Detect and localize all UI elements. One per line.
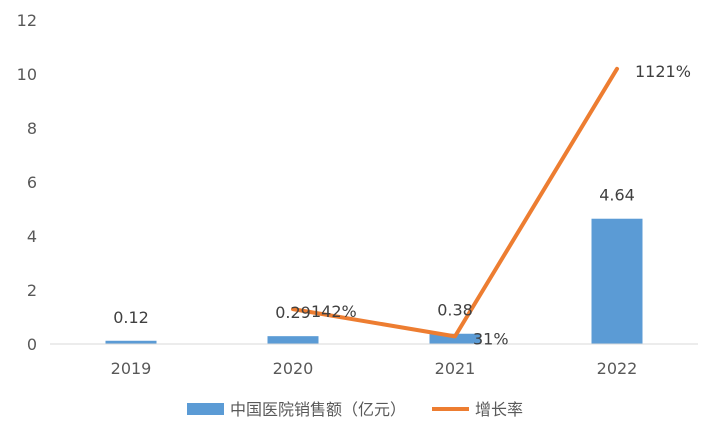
legend-label: 中国医院销售额（亿元） <box>230 400 406 419</box>
bar-data-label: 0.29 <box>275 303 311 322</box>
legend-swatch-bar <box>187 403 224 415</box>
x-tick-label: 2020 <box>273 359 314 378</box>
bar-data-label: 0.38 <box>437 301 473 320</box>
legend-label: 增长率 <box>475 400 523 419</box>
bar-series <box>105 218 643 344</box>
y-tick-label: 4 <box>27 227 37 246</box>
y-tick-label: 10 <box>17 65 37 84</box>
y-axis-ticks: 0 2 4 6 8 10 12 <box>17 11 37 354</box>
line-series <box>291 66 619 339</box>
x-tick-label: 2019 <box>111 359 152 378</box>
line-data-label: 1121% <box>635 62 691 81</box>
line-data-label: 31% <box>473 329 509 348</box>
y-tick-label: 0 <box>27 335 37 354</box>
y-tick-label: 12 <box>17 11 37 30</box>
line-data-labels: 142% 31% 1121% <box>311 62 691 349</box>
line-data-label: 142% <box>311 302 357 321</box>
y-tick-label: 2 <box>27 281 37 300</box>
y-tick-label: 6 <box>27 173 37 192</box>
bar-data-label: 4.64 <box>599 186 635 205</box>
growth-rate-line <box>291 66 619 339</box>
x-tick-label: 2022 <box>597 359 638 378</box>
bar-data-label: 0.12 <box>113 308 149 327</box>
legend: 中国医院销售额（亿元） 增长率 <box>187 400 523 419</box>
bar <box>267 336 319 344</box>
bar <box>429 333 481 344</box>
bar-data-labels: 0.12 0.29 0.38 4.64 <box>113 186 635 327</box>
x-tick-label: 2021 <box>435 359 476 378</box>
y-tick-label: 8 <box>27 119 37 138</box>
bar <box>105 340 157 344</box>
bar <box>591 218 643 344</box>
x-axis-ticks: 2019 2020 2021 2022 <box>111 359 638 378</box>
